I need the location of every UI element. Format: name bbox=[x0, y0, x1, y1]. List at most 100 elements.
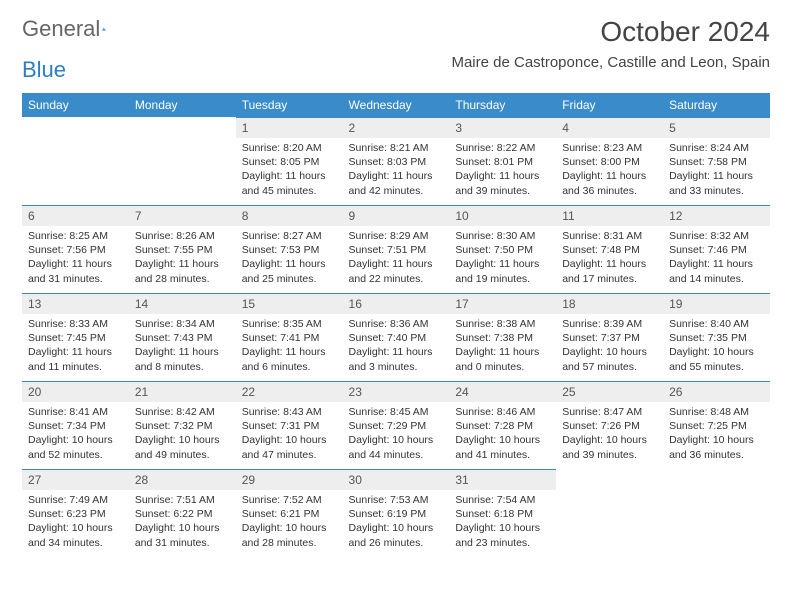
location: Maire de Castroponce, Castille and Leon,… bbox=[451, 54, 770, 71]
sunset-text: Sunset: 7:58 PM bbox=[669, 155, 764, 169]
sunrise-text: Sunrise: 8:36 AM bbox=[349, 317, 444, 331]
daylight-text: Daylight: 11 hours and 39 minutes. bbox=[455, 169, 550, 197]
sunset-text: Sunset: 7:25 PM bbox=[669, 419, 764, 433]
weekday-header: Thursday bbox=[449, 93, 556, 117]
sunset-text: Sunset: 6:19 PM bbox=[349, 507, 444, 521]
sunrise-text: Sunrise: 8:30 AM bbox=[455, 229, 550, 243]
daylight-text: Daylight: 11 hours and 17 minutes. bbox=[562, 257, 657, 285]
day-number: 12 bbox=[663, 205, 770, 226]
sunset-text: Sunset: 6:22 PM bbox=[135, 507, 230, 521]
day-number: 2 bbox=[343, 117, 450, 138]
sunrise-text: Sunrise: 8:20 AM bbox=[242, 141, 337, 155]
day-body: Sunrise: 8:29 AMSunset: 7:51 PMDaylight:… bbox=[343, 226, 450, 292]
day-number: 10 bbox=[449, 205, 556, 226]
calendar-cell: 27Sunrise: 7:49 AMSunset: 6:23 PMDayligh… bbox=[22, 469, 129, 557]
calendar-cell: 4Sunrise: 8:23 AMSunset: 8:00 PMDaylight… bbox=[556, 117, 663, 205]
day-body: Sunrise: 8:34 AMSunset: 7:43 PMDaylight:… bbox=[129, 314, 236, 380]
sunrise-text: Sunrise: 8:34 AM bbox=[135, 317, 230, 331]
day-number: 15 bbox=[236, 293, 343, 314]
sunset-text: Sunset: 6:21 PM bbox=[242, 507, 337, 521]
sunset-text: Sunset: 7:34 PM bbox=[28, 419, 123, 433]
daylight-text: Daylight: 11 hours and 28 minutes. bbox=[135, 257, 230, 285]
sunset-text: Sunset: 6:23 PM bbox=[28, 507, 123, 521]
daylight-text: Daylight: 11 hours and 0 minutes. bbox=[455, 345, 550, 373]
sunrise-text: Sunrise: 8:33 AM bbox=[28, 317, 123, 331]
sunrise-text: Sunrise: 7:53 AM bbox=[349, 493, 444, 507]
daylight-text: Daylight: 11 hours and 19 minutes. bbox=[455, 257, 550, 285]
day-body: Sunrise: 8:36 AMSunset: 7:40 PMDaylight:… bbox=[343, 314, 450, 380]
day-body: Sunrise: 7:49 AMSunset: 6:23 PMDaylight:… bbox=[22, 490, 129, 556]
calendar-cell: 9Sunrise: 8:29 AMSunset: 7:51 PMDaylight… bbox=[343, 205, 450, 293]
sunset-text: Sunset: 7:53 PM bbox=[242, 243, 337, 257]
day-body: Sunrise: 8:30 AMSunset: 7:50 PMDaylight:… bbox=[449, 226, 556, 292]
sunset-text: Sunset: 7:26 PM bbox=[562, 419, 657, 433]
day-number: 11 bbox=[556, 205, 663, 226]
sunset-text: Sunset: 8:03 PM bbox=[349, 155, 444, 169]
calendar-cell: 3Sunrise: 8:22 AMSunset: 8:01 PMDaylight… bbox=[449, 117, 556, 205]
sunset-text: Sunset: 7:50 PM bbox=[455, 243, 550, 257]
daylight-text: Daylight: 10 hours and 26 minutes. bbox=[349, 521, 444, 549]
day-body: Sunrise: 8:38 AMSunset: 7:38 PMDaylight:… bbox=[449, 314, 556, 380]
calendar-cell: . bbox=[663, 469, 770, 557]
day-body: Sunrise: 8:39 AMSunset: 7:37 PMDaylight:… bbox=[556, 314, 663, 380]
sunset-text: Sunset: 6:18 PM bbox=[455, 507, 550, 521]
sunset-text: Sunset: 7:28 PM bbox=[455, 419, 550, 433]
calendar-cell: 2Sunrise: 8:21 AMSunset: 8:03 PMDaylight… bbox=[343, 117, 450, 205]
weekday-header: Wednesday bbox=[343, 93, 450, 117]
day-body: Sunrise: 8:22 AMSunset: 8:01 PMDaylight:… bbox=[449, 138, 556, 204]
day-body: Sunrise: 8:46 AMSunset: 7:28 PMDaylight:… bbox=[449, 402, 556, 468]
day-body: Sunrise: 7:52 AMSunset: 6:21 PMDaylight:… bbox=[236, 490, 343, 556]
sunset-text: Sunset: 7:38 PM bbox=[455, 331, 550, 345]
sunrise-text: Sunrise: 7:51 AM bbox=[135, 493, 230, 507]
sunrise-text: Sunrise: 7:54 AM bbox=[455, 493, 550, 507]
sunset-text: Sunset: 7:46 PM bbox=[669, 243, 764, 257]
daylight-text: Daylight: 10 hours and 28 minutes. bbox=[242, 521, 337, 549]
daylight-text: Daylight: 10 hours and 31 minutes. bbox=[135, 521, 230, 549]
day-body: Sunrise: 8:26 AMSunset: 7:55 PMDaylight:… bbox=[129, 226, 236, 292]
sunset-text: Sunset: 7:51 PM bbox=[349, 243, 444, 257]
day-body: Sunrise: 7:54 AMSunset: 6:18 PMDaylight:… bbox=[449, 490, 556, 556]
calendar-cell: . bbox=[129, 117, 236, 205]
calendar-cell: 14Sunrise: 8:34 AMSunset: 7:43 PMDayligh… bbox=[129, 293, 236, 381]
day-number: 9 bbox=[343, 205, 450, 226]
sunrise-text: Sunrise: 8:31 AM bbox=[562, 229, 657, 243]
sunset-text: Sunset: 7:41 PM bbox=[242, 331, 337, 345]
daylight-text: Daylight: 10 hours and 41 minutes. bbox=[455, 433, 550, 461]
calendar-cell: 19Sunrise: 8:40 AMSunset: 7:35 PMDayligh… bbox=[663, 293, 770, 381]
daylight-text: Daylight: 10 hours and 34 minutes. bbox=[28, 521, 123, 549]
day-number: 19 bbox=[663, 293, 770, 314]
sunrise-text: Sunrise: 8:22 AM bbox=[455, 141, 550, 155]
calendar-cell: 30Sunrise: 7:53 AMSunset: 6:19 PMDayligh… bbox=[343, 469, 450, 557]
daylight-text: Daylight: 10 hours and 52 minutes. bbox=[28, 433, 123, 461]
calendar-cell: 28Sunrise: 7:51 AMSunset: 6:22 PMDayligh… bbox=[129, 469, 236, 557]
daylight-text: Daylight: 10 hours and 36 minutes. bbox=[669, 433, 764, 461]
calendar-cell: 8Sunrise: 8:27 AMSunset: 7:53 PMDaylight… bbox=[236, 205, 343, 293]
daylight-text: Daylight: 10 hours and 47 minutes. bbox=[242, 433, 337, 461]
calendar-cell: 1Sunrise: 8:20 AMSunset: 8:05 PMDaylight… bbox=[236, 117, 343, 205]
sunset-text: Sunset: 7:31 PM bbox=[242, 419, 337, 433]
weekday-header: Monday bbox=[129, 93, 236, 117]
sunrise-text: Sunrise: 8:45 AM bbox=[349, 405, 444, 419]
calendar-week: ..1Sunrise: 8:20 AMSunset: 8:05 PMDaylig… bbox=[22, 117, 770, 205]
daylight-text: Daylight: 11 hours and 45 minutes. bbox=[242, 169, 337, 197]
daylight-text: Daylight: 11 hours and 11 minutes. bbox=[28, 345, 123, 373]
calendar-cell: 5Sunrise: 8:24 AMSunset: 7:58 PMDaylight… bbox=[663, 117, 770, 205]
daylight-text: Daylight: 10 hours and 39 minutes. bbox=[562, 433, 657, 461]
sunset-text: Sunset: 7:55 PM bbox=[135, 243, 230, 257]
sunrise-text: Sunrise: 8:35 AM bbox=[242, 317, 337, 331]
daylight-text: Daylight: 11 hours and 31 minutes. bbox=[28, 257, 123, 285]
day-body: Sunrise: 8:24 AMSunset: 7:58 PMDaylight:… bbox=[663, 138, 770, 204]
sunset-text: Sunset: 7:45 PM bbox=[28, 331, 123, 345]
calendar-table: SundayMondayTuesdayWednesdayThursdayFrid… bbox=[22, 93, 770, 557]
day-body: Sunrise: 7:53 AMSunset: 6:19 PMDaylight:… bbox=[343, 490, 450, 556]
sunrise-text: Sunrise: 8:38 AM bbox=[455, 317, 550, 331]
sunrise-text: Sunrise: 8:32 AM bbox=[669, 229, 764, 243]
calendar-cell: 11Sunrise: 8:31 AMSunset: 7:48 PMDayligh… bbox=[556, 205, 663, 293]
day-body: Sunrise: 8:31 AMSunset: 7:48 PMDaylight:… bbox=[556, 226, 663, 292]
sunrise-text: Sunrise: 8:43 AM bbox=[242, 405, 337, 419]
daylight-text: Daylight: 10 hours and 23 minutes. bbox=[455, 521, 550, 549]
day-body: Sunrise: 8:25 AMSunset: 7:56 PMDaylight:… bbox=[22, 226, 129, 292]
sunrise-text: Sunrise: 8:29 AM bbox=[349, 229, 444, 243]
day-number: 17 bbox=[449, 293, 556, 314]
calendar-week: 6Sunrise: 8:25 AMSunset: 7:56 PMDaylight… bbox=[22, 205, 770, 293]
